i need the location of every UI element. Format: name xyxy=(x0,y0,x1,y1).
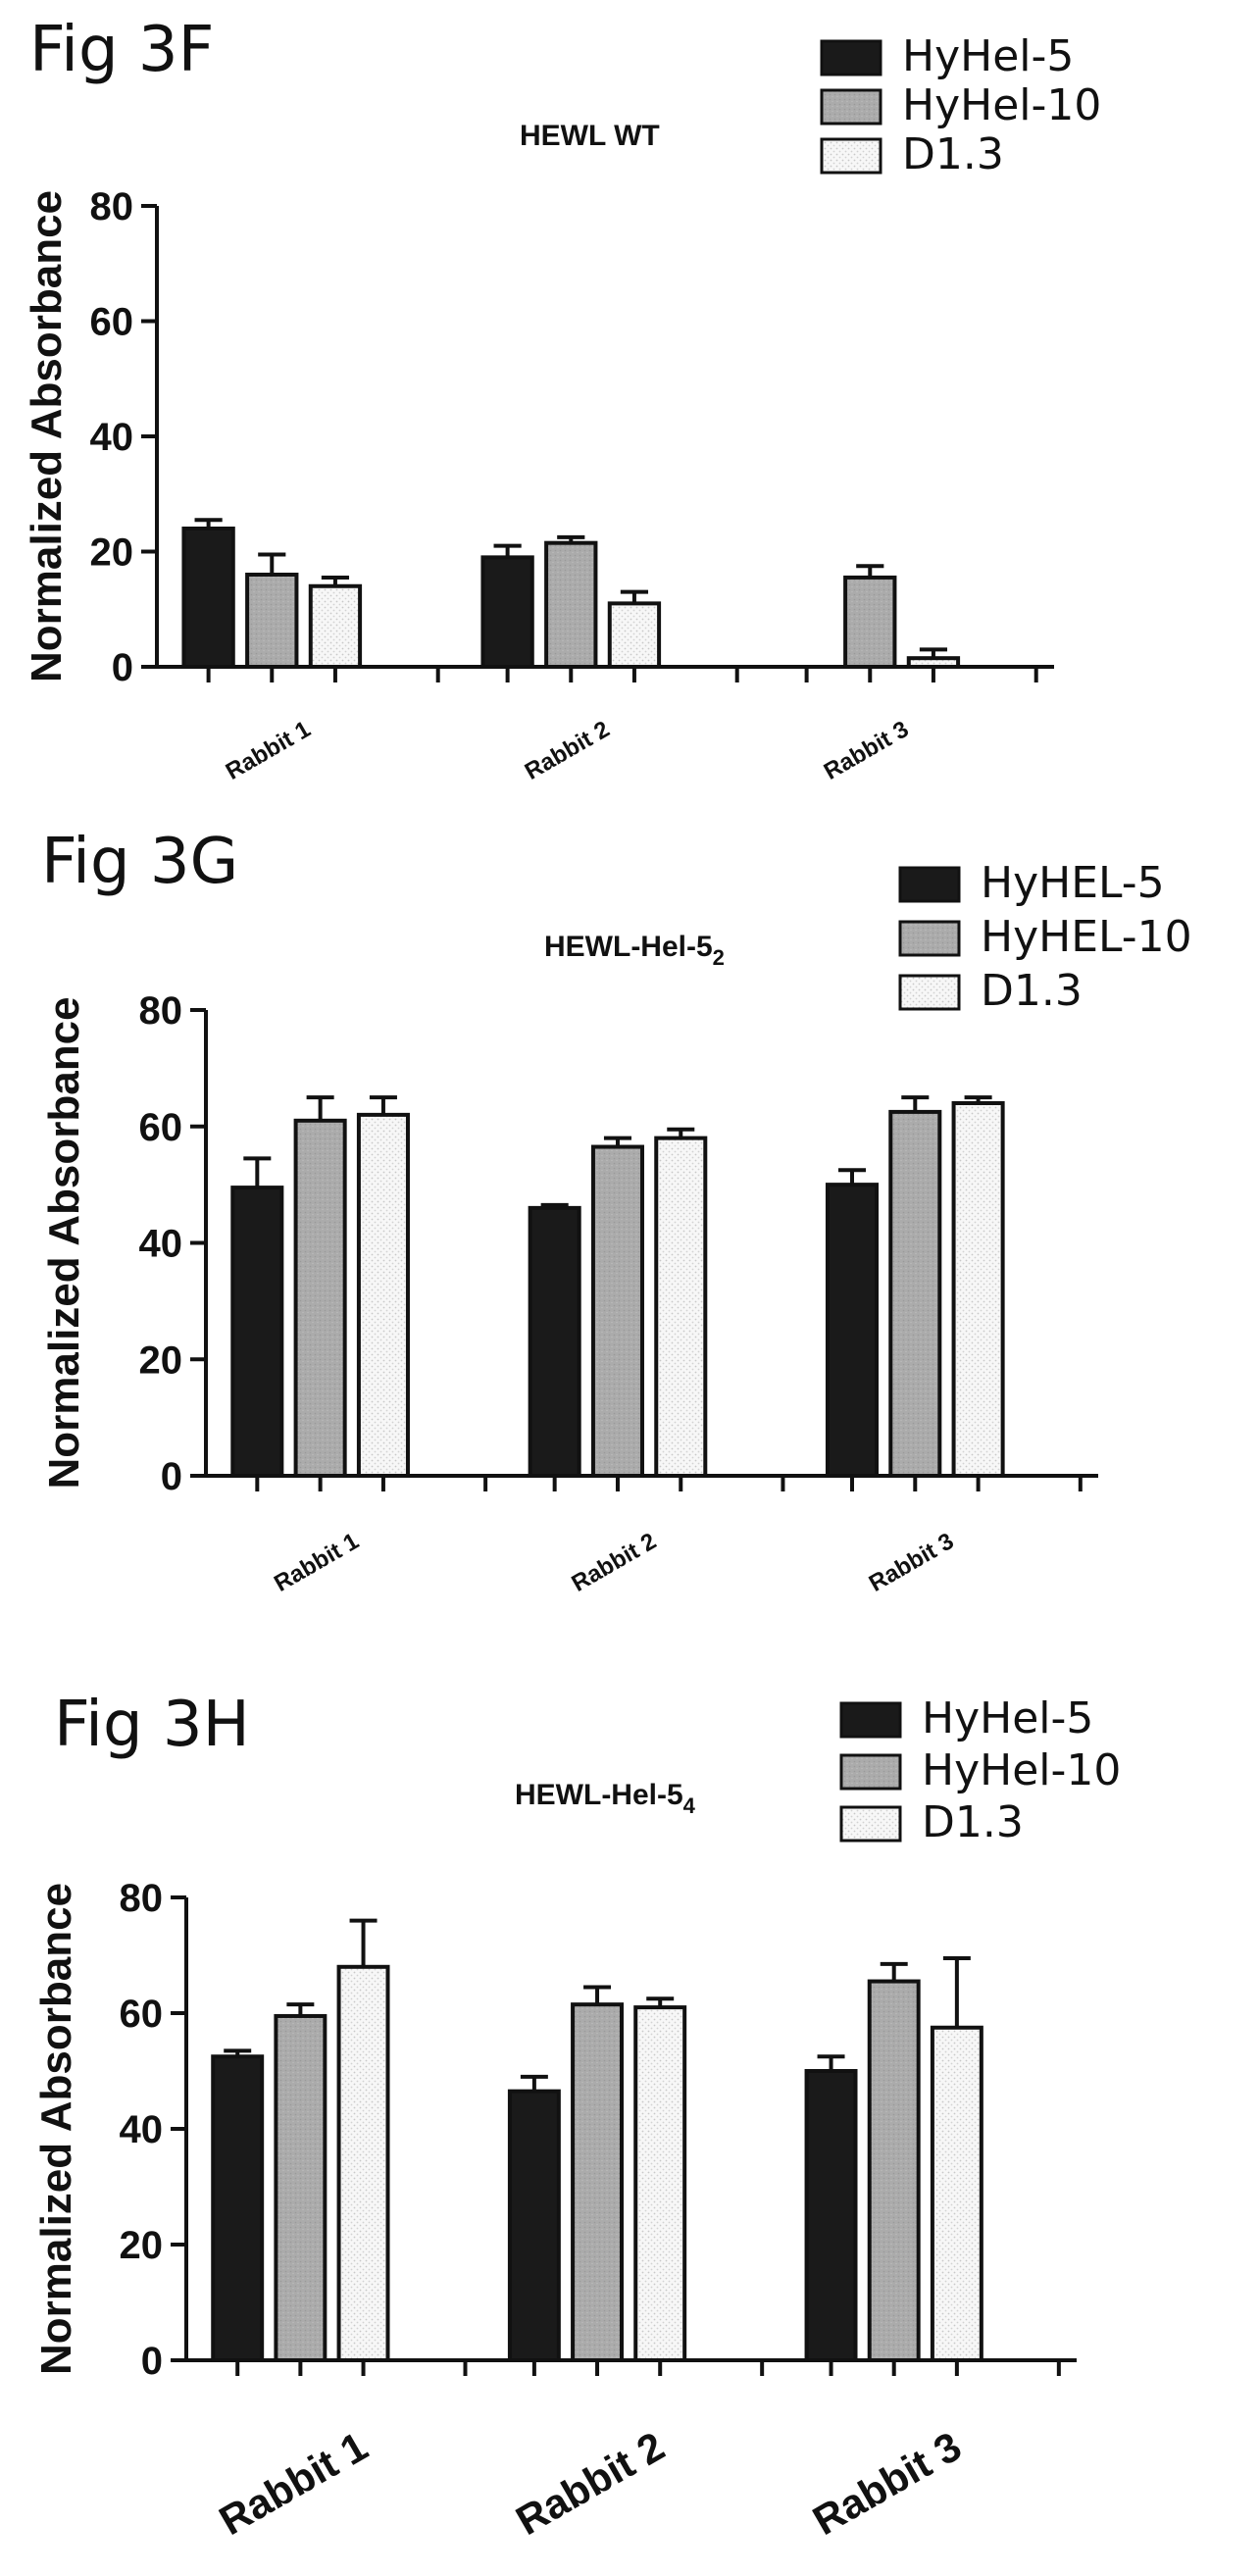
chart-title: HEWL-Hel-52 xyxy=(544,931,725,970)
y-tick-label: 20 xyxy=(120,2224,164,2267)
y-axis-label: Normalized Absorbance xyxy=(23,190,71,682)
bar-rabbit-3-3 xyxy=(951,1101,1005,1478)
bar-rabbit-1-3 xyxy=(356,1112,410,1478)
y-axis-label: Normalized Absorbance xyxy=(32,1883,80,2375)
bar-rabbit-2-3 xyxy=(654,1136,708,1478)
bar-rabbit-3-2 xyxy=(888,1109,942,1478)
chart-title: HEWL-Hel-54 xyxy=(515,1779,696,1818)
legend-swatch-1 xyxy=(820,39,882,76)
bar-rabbit-1-1 xyxy=(181,527,235,669)
legend-label-3: D1.3 xyxy=(981,966,1083,1016)
legend-swatch-2 xyxy=(839,1753,902,1791)
y-tick-label: 0 xyxy=(141,2340,163,2383)
legend-swatch-2 xyxy=(898,920,961,957)
y-tick-label: 0 xyxy=(161,1455,182,1498)
bar-rabbit-1-1 xyxy=(211,2054,265,2362)
chart-title-text: HEWL-Hel-5 xyxy=(515,1779,683,1811)
x-tick-label: Rabbit 3 xyxy=(865,1528,959,1597)
y-tick-label: 60 xyxy=(139,1106,183,1149)
bar-rabbit-2-2 xyxy=(571,2002,625,2363)
chart-title-subscript: 4 xyxy=(683,1793,696,1818)
bar-rabbit-3-1 xyxy=(804,2069,858,2362)
legend-label-1: HyHEL-5 xyxy=(981,858,1165,908)
bar-rabbit-1-1 xyxy=(230,1186,284,1478)
x-tick-label: Rabbit 2 xyxy=(521,716,615,785)
y-tick-label: 80 xyxy=(139,989,183,1033)
legend-label-1: HyHel-5 xyxy=(902,31,1074,81)
legend-label-2: HyHEL-10 xyxy=(981,912,1192,962)
legend-label-2: HyHel-10 xyxy=(922,1745,1121,1795)
chart-title-text: HEWL-Hel-5 xyxy=(544,931,713,963)
x-tick-label: Rabbit 2 xyxy=(567,1528,661,1597)
bar-rabbit-1-2 xyxy=(293,1118,347,1478)
bar-rabbit-3-1 xyxy=(825,1183,880,1478)
x-tick-label: Rabbit 3 xyxy=(820,716,914,785)
bar-rabbit-2-2 xyxy=(590,1144,644,1478)
chart-title: HEWL WT xyxy=(520,120,660,152)
figure-label: Fig 3H xyxy=(54,1689,250,1761)
bar-rabbit-1-2 xyxy=(274,2013,328,2362)
x-tick-label: Rabbit 2 xyxy=(508,2423,672,2545)
figure-label: Fig 3G xyxy=(41,826,238,898)
y-tick-label: 40 xyxy=(120,2108,164,2151)
legend-swatch-1 xyxy=(898,866,961,903)
legend-swatch-2 xyxy=(820,88,882,126)
legend-swatch-1 xyxy=(839,1701,902,1739)
bar-rabbit-1-2 xyxy=(245,573,299,669)
y-axis-label: Normalized Absorbance xyxy=(40,996,88,1489)
x-tick-label: Rabbit 1 xyxy=(222,716,316,785)
y-tick-label: 60 xyxy=(120,1993,164,2036)
x-tick-label: Rabbit 3 xyxy=(805,2423,969,2545)
figure-label: Fig 3F xyxy=(29,14,214,86)
legend-swatch-3 xyxy=(820,137,882,175)
y-tick-label: 20 xyxy=(139,1339,183,1382)
bar-rabbit-1-3 xyxy=(308,583,363,669)
y-tick-label: 0 xyxy=(112,646,133,689)
chart-title-text: HEWL WT xyxy=(520,120,660,152)
bar-rabbit-2-1 xyxy=(528,1205,581,1478)
y-tick-label: 60 xyxy=(90,301,134,344)
y-tick-label: 40 xyxy=(139,1223,183,1266)
bar-rabbit-2-3 xyxy=(607,601,662,669)
legend-label-3: D1.3 xyxy=(922,1797,1024,1847)
x-tick-label: Rabbit 1 xyxy=(212,2423,376,2545)
bar-rabbit-3-3 xyxy=(906,656,961,669)
bar-rabbit-2-1 xyxy=(480,555,534,669)
bar-rabbit-3-3 xyxy=(930,2025,983,2362)
bar-rabbit-3-2 xyxy=(843,575,897,669)
bar-rabbit-3-2 xyxy=(867,1979,921,2363)
legend-swatch-3 xyxy=(839,1805,902,1843)
x-tick-label: Rabbit 1 xyxy=(270,1528,364,1597)
legend-label-2: HyHel-10 xyxy=(902,80,1101,130)
y-tick-label: 40 xyxy=(90,416,134,459)
legend-swatch-3 xyxy=(898,974,961,1011)
y-tick-label: 80 xyxy=(120,1877,164,1920)
y-tick-label: 80 xyxy=(90,185,134,228)
bar-rabbit-1-3 xyxy=(336,1964,390,2363)
chart-title-subscript: 2 xyxy=(713,945,725,970)
y-tick-label: 20 xyxy=(90,531,134,575)
legend-label-3: D1.3 xyxy=(902,129,1004,179)
legend-label-1: HyHel-5 xyxy=(922,1693,1093,1743)
bar-rabbit-2-3 xyxy=(633,2005,687,2362)
bar-rabbit-2-2 xyxy=(544,540,598,669)
bar-rabbit-2-1 xyxy=(507,2089,561,2362)
